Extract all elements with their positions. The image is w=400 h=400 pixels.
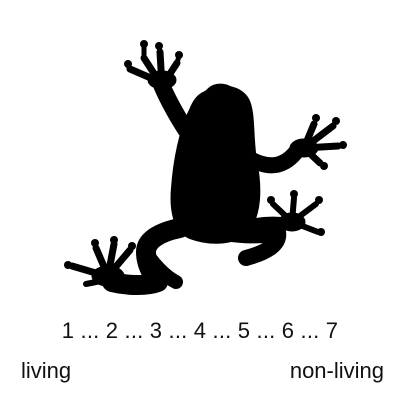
rating-scale: 1 ... 2 ... 3 ... 4 ... 5 ... 6 ... 7 (61, 318, 339, 343)
scale-right-anchor: non-living (289, 358, 384, 383)
scale-left-anchor: living (21, 358, 72, 383)
frog-silhouette-icon (64, 40, 347, 295)
